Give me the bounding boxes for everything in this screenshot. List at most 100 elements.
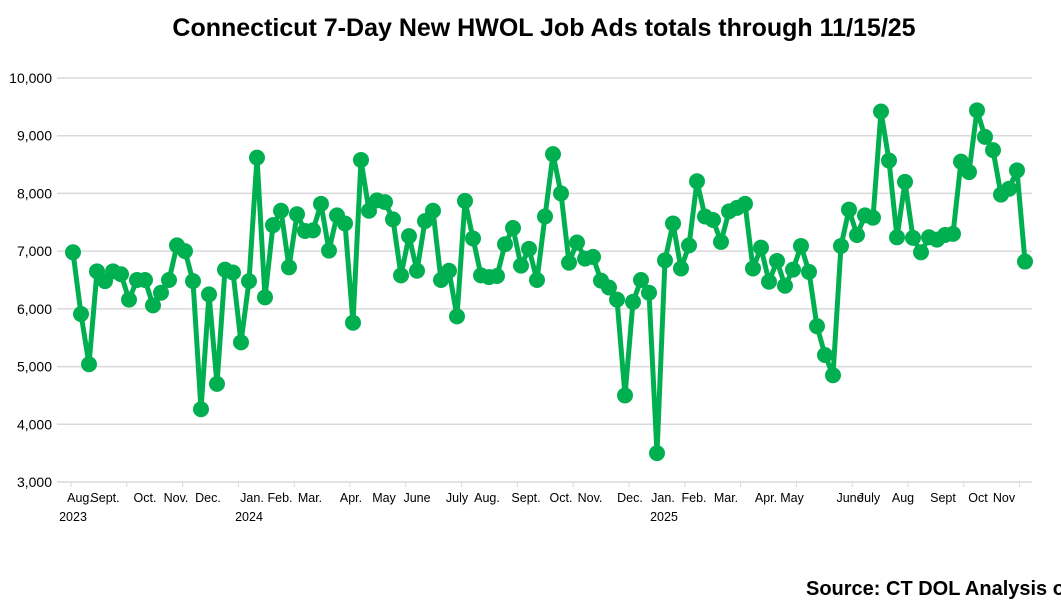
data-point <box>913 244 929 261</box>
x-tick-label: July <box>858 491 881 505</box>
x-tick-label: Apr. <box>755 491 777 505</box>
data-point <box>505 220 521 237</box>
x-tick-label: May <box>372 491 396 505</box>
data-point <box>537 208 553 225</box>
x-tick-label: Nov. <box>578 491 603 505</box>
x-tick-label: Dec. <box>195 491 221 505</box>
data-point <box>193 401 209 418</box>
data-point <box>833 237 849 254</box>
data-point <box>281 259 297 276</box>
x-tick-label: Sept. <box>90 491 119 505</box>
data-point <box>625 293 641 310</box>
data-point <box>465 230 481 247</box>
y-tick-label: 6,000 <box>17 301 52 317</box>
y-tick-label: 4,000 <box>17 416 52 432</box>
x-tick-label: Dec. <box>617 491 643 505</box>
data-point <box>945 225 961 242</box>
data-point <box>641 284 657 301</box>
data-point <box>521 240 537 257</box>
y-tick-label: 3,000 <box>17 474 52 490</box>
x-tick-label: Aug. <box>474 491 500 505</box>
data-point <box>73 306 89 323</box>
data-point <box>889 229 905 246</box>
data-point <box>529 272 545 288</box>
data-point <box>865 209 881 226</box>
x-tick-label: Apr. <box>340 491 362 505</box>
data-point <box>233 334 249 351</box>
data-point <box>177 243 193 260</box>
data-point <box>209 375 225 392</box>
data-point <box>313 195 329 212</box>
data-point <box>1017 253 1033 270</box>
data-point <box>249 149 265 166</box>
data-point <box>241 273 257 290</box>
data-point <box>705 211 721 228</box>
data-point <box>569 234 585 251</box>
data-point <box>1009 162 1025 179</box>
x-tick-label: Feb. <box>267 491 292 505</box>
data-point <box>289 206 305 223</box>
data-point <box>257 289 273 306</box>
data-point <box>113 266 129 283</box>
x-tick-label: Oct <box>968 491 988 505</box>
data-point <box>153 284 169 301</box>
x-tick-label: Aug. <box>67 491 93 505</box>
chart-title: Connecticut 7-Day New HWOL Job Ads total… <box>172 14 916 42</box>
data-point <box>377 194 393 211</box>
x-tick-label: Nov <box>993 491 1016 505</box>
data-point <box>601 279 617 296</box>
data-point <box>657 252 673 269</box>
data-point <box>353 151 369 168</box>
data-point <box>65 244 81 261</box>
data-point <box>449 308 465 325</box>
data-point <box>881 152 897 169</box>
data-point <box>753 239 769 256</box>
data-point <box>553 185 569 202</box>
data-point <box>273 202 289 219</box>
y-tick-label: 5,000 <box>17 359 52 375</box>
data-point <box>977 128 993 145</box>
x-tick-label: Oct. <box>550 491 573 505</box>
x-tick-label: May <box>780 491 804 505</box>
data-point <box>161 272 177 288</box>
data-point <box>489 267 505 284</box>
y-tick-label: 9,000 <box>17 128 52 144</box>
x-tick-label: June <box>403 491 430 505</box>
data-point <box>545 146 561 163</box>
data-point <box>713 233 729 250</box>
data-point <box>441 262 457 279</box>
data-point <box>737 195 753 212</box>
data-point <box>849 226 865 243</box>
x-tick-label: Oct. <box>134 491 157 505</box>
data-point <box>609 291 625 308</box>
data-point <box>769 252 785 269</box>
data-point <box>777 277 793 294</box>
x-tick-label: Sept. <box>511 491 540 505</box>
data-point <box>409 262 425 279</box>
source-note: Source: CT DOL Analysis of <box>806 578 1061 600</box>
data-point <box>633 272 649 288</box>
data-point <box>897 173 913 190</box>
data-point <box>785 261 801 278</box>
data-point <box>969 102 985 119</box>
data-point <box>265 217 281 234</box>
data-point <box>121 291 137 308</box>
data-point <box>321 242 337 259</box>
data-point <box>337 215 353 232</box>
x-year-label: 2025 <box>650 510 678 524</box>
x-tick-label: Jan. <box>651 491 675 505</box>
data-point <box>201 286 217 303</box>
data-point <box>425 202 441 219</box>
x-tick-label: Jan. <box>240 491 264 505</box>
data-point <box>801 263 817 280</box>
data-point <box>673 260 689 277</box>
x-tick-label: Sept <box>930 491 956 505</box>
data-point <box>961 164 977 181</box>
x-tick-label: Aug <box>892 491 914 505</box>
x-tick-label: Feb. <box>681 491 706 505</box>
data-point <box>457 192 473 209</box>
data-point <box>401 228 417 245</box>
data-point <box>649 445 665 462</box>
data-point <box>689 173 705 190</box>
